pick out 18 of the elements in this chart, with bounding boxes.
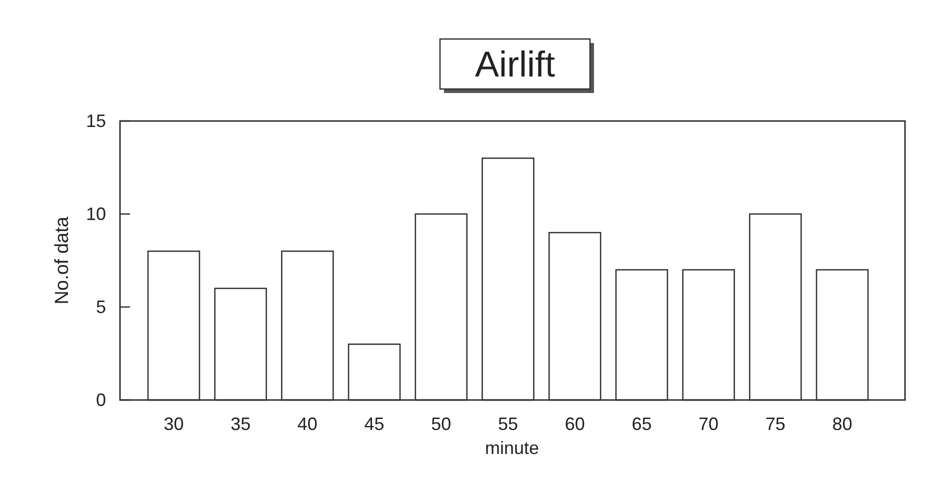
x-tick-label: 40 (297, 414, 318, 434)
y-tick-label: 15 (86, 111, 106, 131)
x-tick-label: 65 (632, 414, 652, 434)
x-tick-label: 80 (832, 414, 852, 434)
x-tick-label: 60 (564, 414, 585, 434)
y-tick-label: 10 (86, 204, 106, 224)
y-axis-title: No.of data (52, 216, 73, 304)
x-tick-label: 70 (698, 414, 719, 434)
x-tick-label: 50 (431, 414, 452, 434)
x-tick-label: 35 (230, 414, 251, 434)
x-tick-label: 45 (364, 414, 384, 434)
y-tick-label: 5 (96, 297, 106, 317)
x-axis-title: minute (484, 438, 540, 458)
x-tick-label: 30 (164, 414, 184, 434)
x-tick-label: 75 (765, 414, 786, 434)
y-tick-label: 0 (96, 390, 106, 410)
chart-title: Airlift (475, 44, 555, 84)
x-tick-label: 55 (498, 414, 518, 434)
